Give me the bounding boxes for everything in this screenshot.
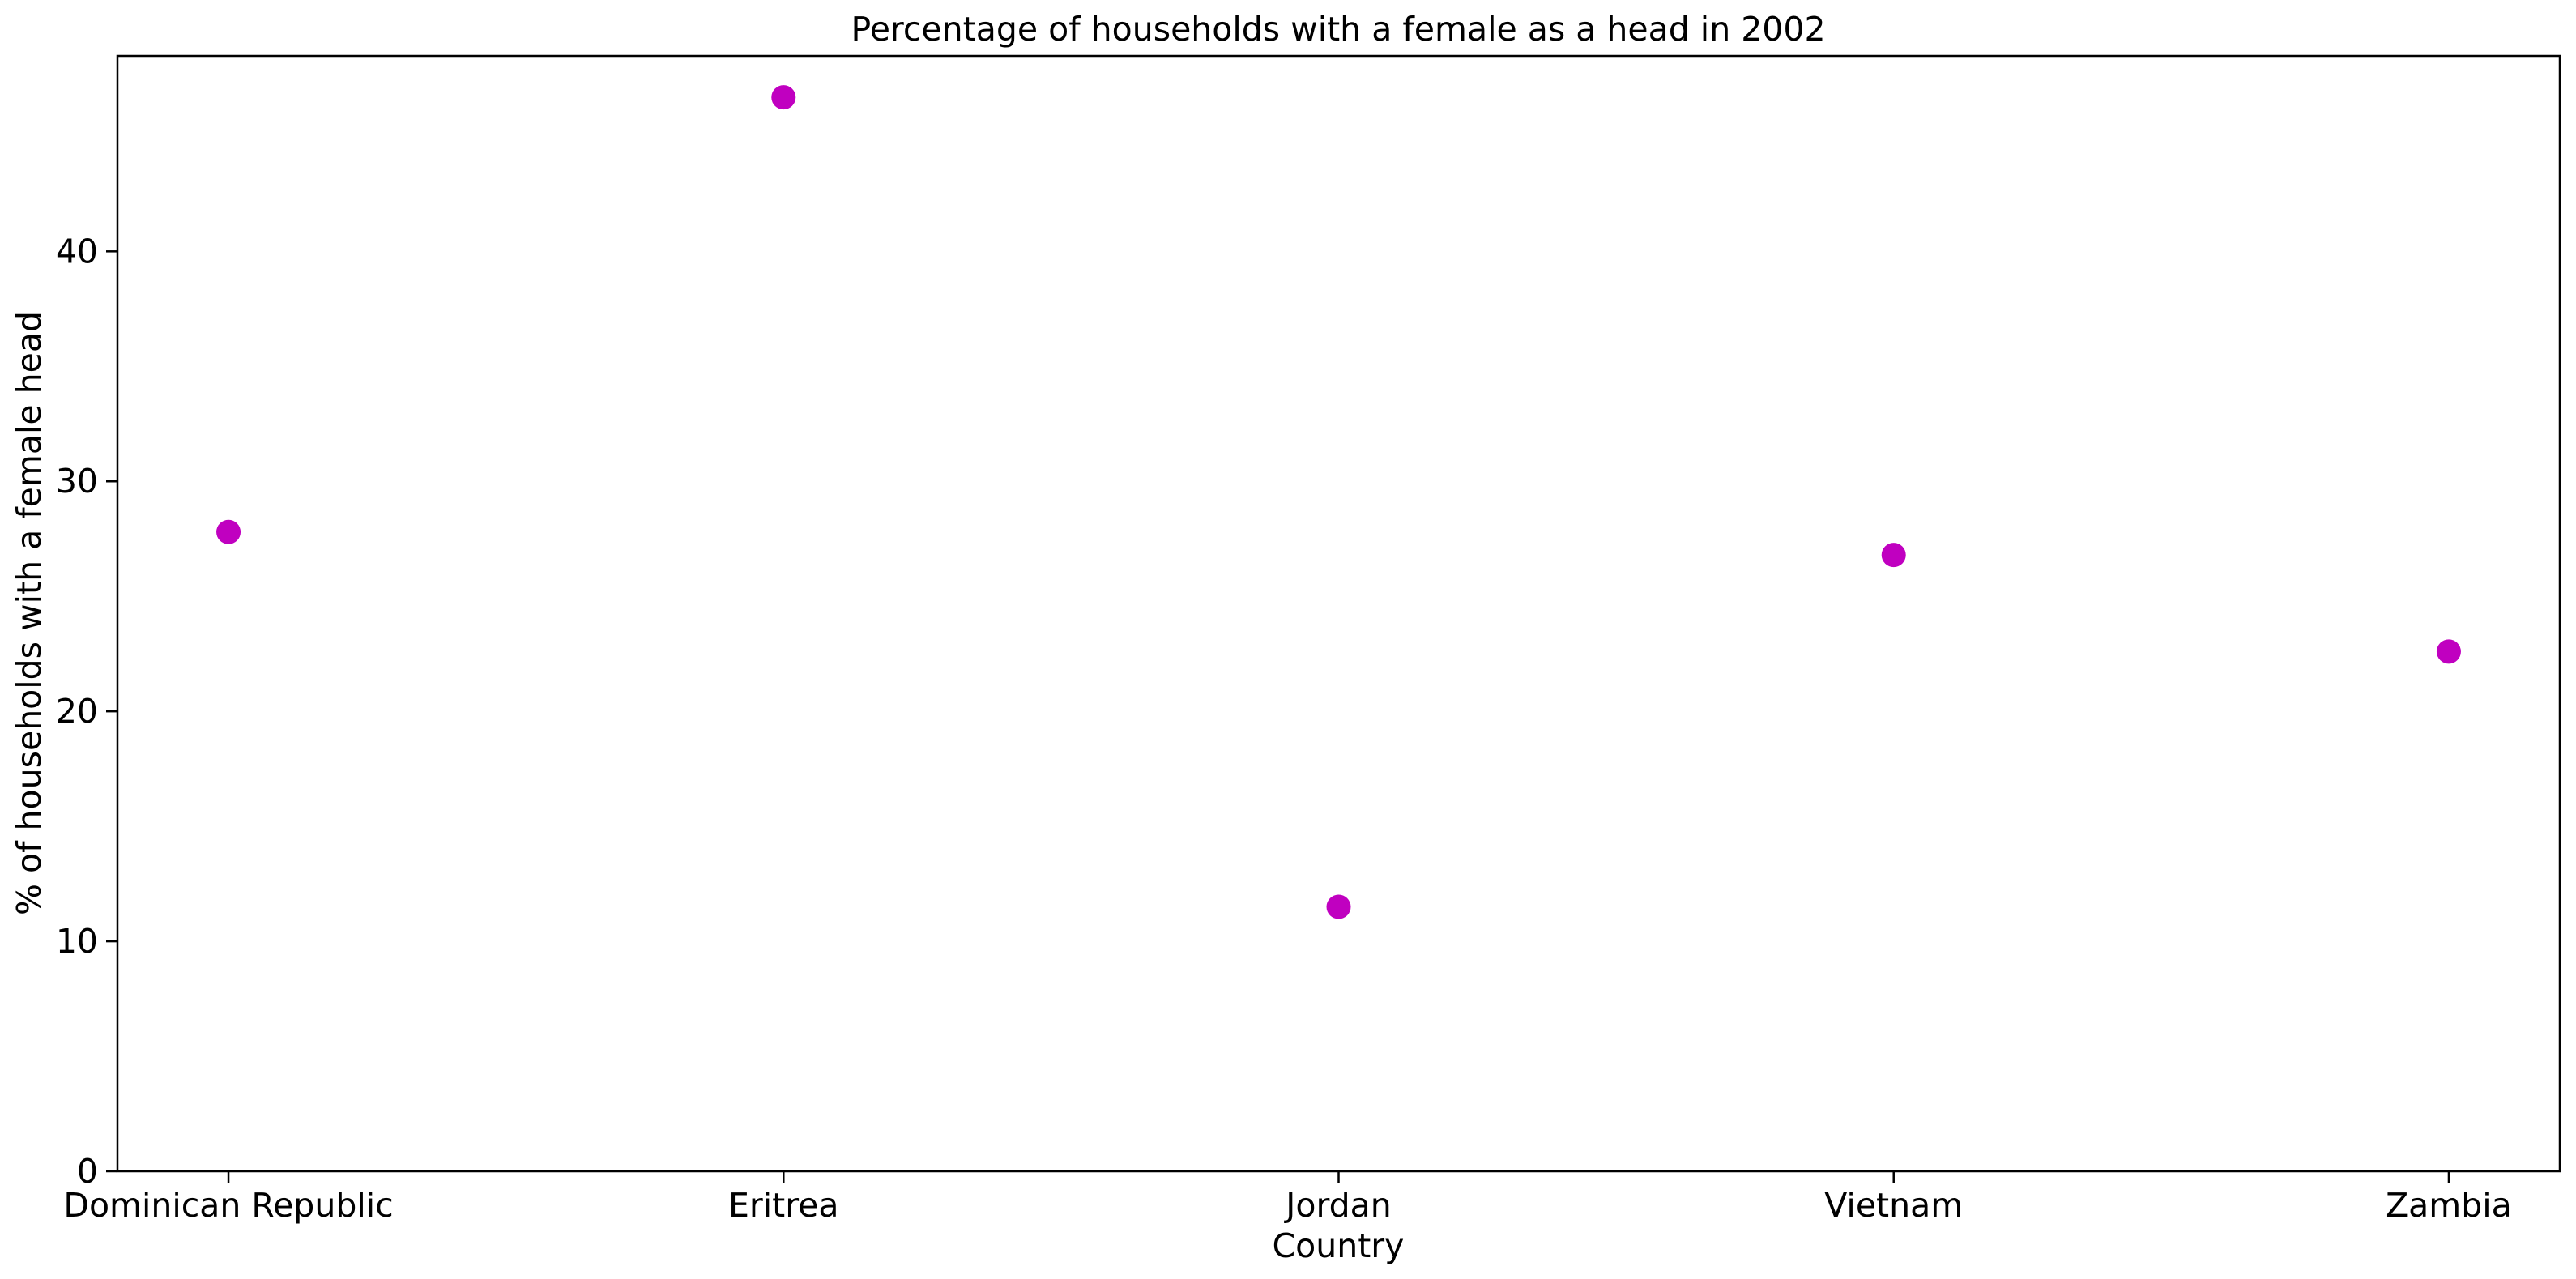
y-tick-label: 20 xyxy=(56,692,98,731)
data-points xyxy=(216,85,2461,919)
x-tick-label: Dominican Republic xyxy=(63,1186,393,1225)
y-tick-label: 10 xyxy=(56,922,98,961)
x-axis: Dominican Republic Eritrea Jordan Vietnam Za… xyxy=(63,1171,2512,1225)
y-tick-label: 0 xyxy=(77,1152,98,1191)
data-point-eritrea xyxy=(771,85,796,110)
x-tick-label: Jordan xyxy=(1283,1186,1391,1225)
data-point-zambia xyxy=(2436,639,2461,664)
y-axis-label: % of households with a female head xyxy=(10,311,49,915)
data-point-vietnam xyxy=(1881,543,1906,568)
x-tick-label: Eritrea xyxy=(728,1186,839,1225)
x-tick-label: Vietnam xyxy=(1824,1186,1963,1225)
chart-title: Percentage of households with a female a… xyxy=(851,10,1825,49)
y-axis: 0 10 20 30 40 xyxy=(56,232,117,1191)
plot-frame xyxy=(116,54,2561,1173)
y-tick-label: 40 xyxy=(56,232,98,271)
y-tick-label: 30 xyxy=(56,462,98,501)
x-axis-label: Country xyxy=(1273,1226,1405,1265)
x-tick-label: Zambia xyxy=(2386,1186,2512,1225)
data-point-dominican-republic xyxy=(216,519,241,544)
data-point-jordan xyxy=(1326,894,1351,919)
